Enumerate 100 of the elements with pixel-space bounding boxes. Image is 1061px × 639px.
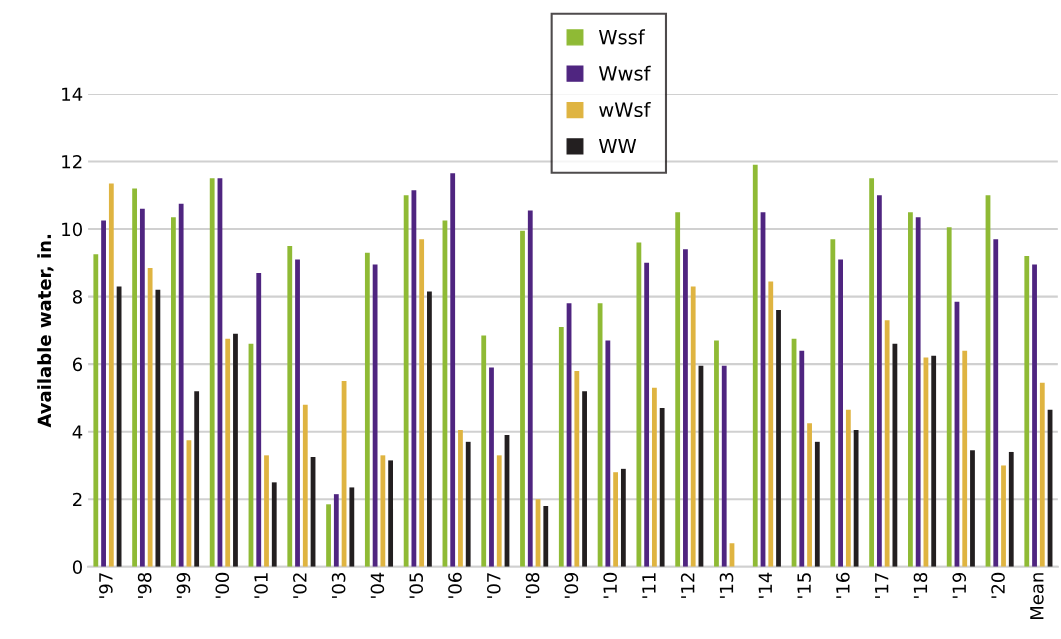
bar — [574, 370, 580, 567]
bar — [411, 190, 417, 567]
bar — [543, 506, 549, 567]
bar — [349, 487, 355, 567]
bar — [287, 245, 293, 567]
bar — [333, 494, 339, 567]
bar — [326, 504, 331, 567]
x-tick-label: '04 — [370, 572, 385, 598]
bar — [171, 217, 176, 567]
bar — [807, 423, 812, 567]
bar — [970, 450, 975, 567]
y-axis-title: Available water, in. — [37, 234, 54, 428]
legend-label: wWsf — [599, 102, 651, 118]
x-tick-label: '00 — [215, 572, 230, 598]
bar — [613, 472, 619, 567]
x-tick-label: '09 — [564, 572, 579, 598]
x-tick-label: '97 — [99, 573, 113, 598]
bar — [845, 409, 851, 567]
y-tick-label: 0 — [72, 560, 82, 574]
bar — [1024, 256, 1030, 567]
bar — [1032, 264, 1037, 567]
bar — [838, 259, 843, 567]
bar — [582, 391, 587, 567]
x-tick-label: '13 — [719, 573, 734, 598]
bar — [869, 178, 875, 567]
x-tick-label: '08 — [525, 572, 540, 598]
x-tick-label: '01 — [254, 573, 268, 598]
bar — [962, 350, 968, 567]
bar — [496, 455, 502, 567]
y-tick-label: 2 — [73, 492, 82, 507]
bar — [388, 460, 394, 567]
bar — [155, 289, 161, 567]
legend-label: Wssf — [598, 29, 646, 45]
x-tick-label: '98 — [137, 572, 152, 598]
x-tick-label: '11 — [642, 573, 656, 598]
bar — [465, 441, 471, 567]
x-tick-label: '14 — [758, 572, 772, 598]
x-tick-label: '16 — [836, 572, 850, 598]
bar — [132, 188, 138, 567]
bar — [993, 239, 999, 567]
bar — [302, 404, 308, 567]
y-tick-label: 12 — [62, 154, 82, 169]
bar — [659, 408, 665, 567]
bar — [714, 340, 719, 567]
x-tick-label: '99 — [176, 572, 191, 598]
x-tick-label: '20 — [991, 572, 1005, 598]
bar — [108, 183, 114, 567]
bar — [194, 391, 200, 567]
bar — [101, 220, 106, 567]
bar — [450, 173, 456, 567]
x-tick-label: '19 — [952, 572, 967, 598]
bar — [814, 441, 820, 567]
y-tick-label: 4 — [72, 425, 83, 439]
legend-label: WW — [598, 138, 637, 154]
bar — [225, 338, 231, 567]
x-tick-label: '17 — [875, 573, 889, 598]
x-tick-label: '15 — [797, 573, 811, 598]
bar — [915, 217, 921, 567]
bar — [419, 239, 425, 567]
y-tick-label: 10 — [62, 222, 82, 237]
bar — [427, 291, 432, 567]
bar — [264, 455, 269, 567]
bar — [690, 286, 696, 567]
bar — [884, 320, 890, 567]
bar — [853, 430, 859, 567]
bar — [364, 252, 370, 567]
bar — [372, 264, 378, 567]
bar — [380, 455, 386, 567]
x-tick-label: '12 — [680, 573, 695, 598]
bar — [295, 259, 300, 567]
bar — [233, 333, 238, 567]
bar — [651, 387, 657, 567]
bar — [403, 195, 409, 567]
bar — [752, 164, 758, 567]
bar — [458, 430, 463, 567]
bar — [93, 254, 99, 567]
bar — [481, 335, 487, 567]
bar — [946, 227, 952, 567]
bar — [605, 340, 611, 567]
x-tick-label: '10 — [603, 572, 617, 598]
bar — [876, 195, 882, 567]
bar — [116, 286, 122, 567]
x-tick-label: Mean — [1030, 573, 1044, 620]
x-tick-label: '03 — [331, 573, 346, 598]
x-tick-label: '02 — [292, 573, 307, 598]
bar — [271, 482, 277, 567]
bar — [644, 262, 650, 567]
bar — [489, 367, 494, 567]
bar — [931, 355, 937, 567]
x-tick-label: '18 — [913, 572, 928, 598]
x-tick-label: '06 — [448, 572, 462, 598]
y-tick-label: 8 — [72, 290, 82, 304]
x-tick-label: '07 — [486, 573, 501, 598]
bar — [1039, 382, 1045, 567]
bar — [721, 365, 727, 567]
bar — [830, 239, 836, 567]
bar — [776, 310, 781, 567]
bar — [908, 212, 913, 567]
y-tick-label: 14 — [62, 87, 83, 101]
y-tick-label: 6 — [72, 357, 83, 372]
